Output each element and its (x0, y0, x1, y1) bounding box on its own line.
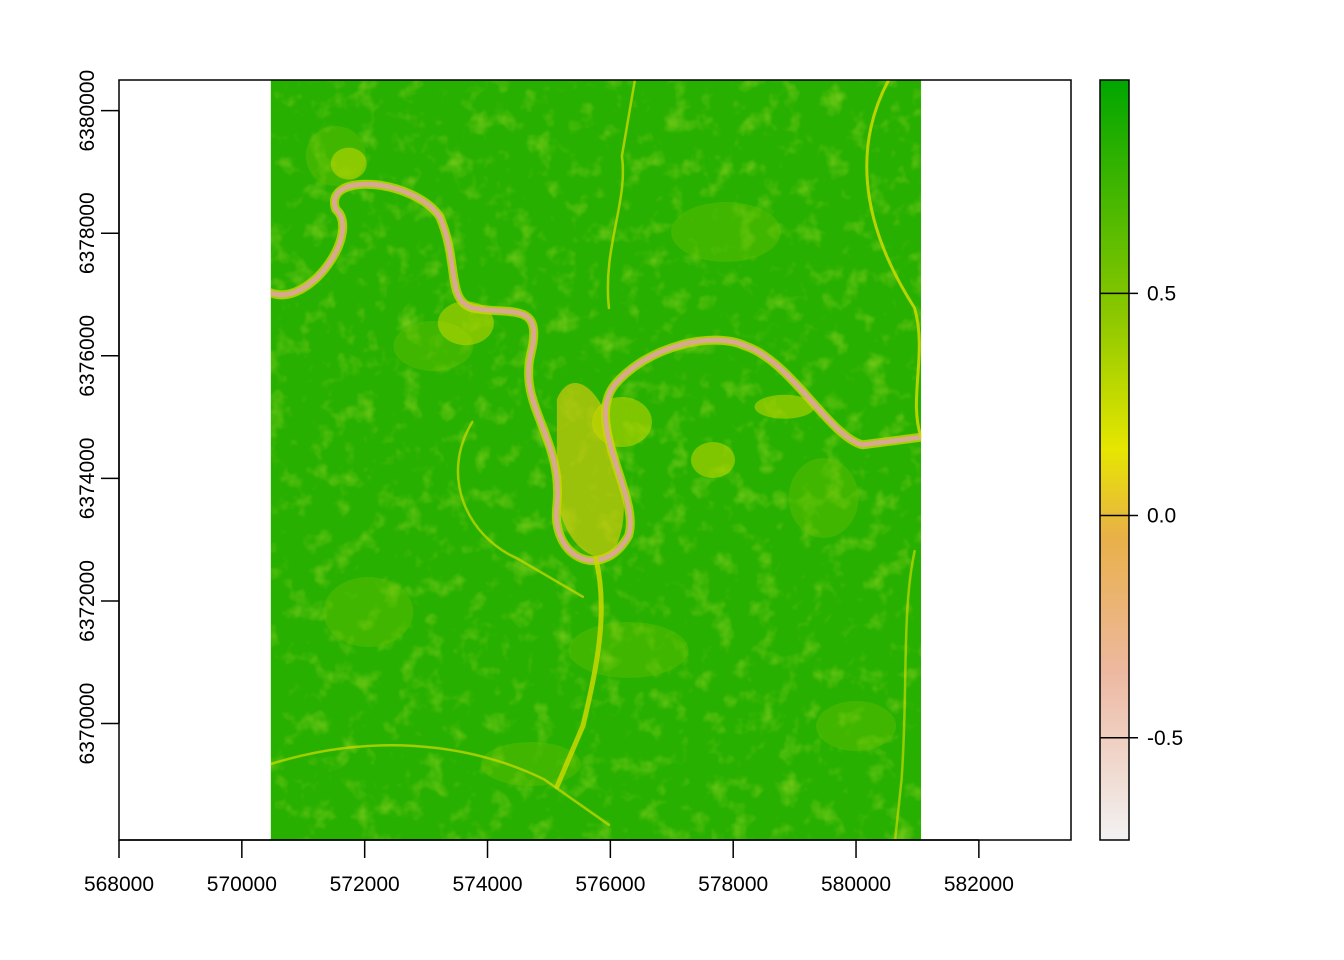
y-tick-label: 6372000 (76, 560, 99, 642)
legend-color-bar (1099, 79, 1130, 841)
vegetation-patch (480, 742, 581, 786)
stream (554, 556, 604, 790)
y-tick-label: 6374000 (76, 438, 99, 520)
vegetation-patch (816, 701, 897, 751)
vegetation-patch (788, 458, 859, 538)
x-tick-label: 574000 (452, 873, 522, 896)
highway (893, 549, 916, 840)
vegetation-patch (323, 577, 414, 647)
x-tick-label: 578000 (698, 873, 768, 896)
stream (606, 80, 637, 310)
stream (270, 743, 611, 827)
urban-area (330, 147, 367, 180)
x-tick-label: 576000 (575, 873, 645, 896)
vegetation-patch (568, 622, 689, 678)
x-tick-label: 582000 (944, 873, 1014, 896)
stream (456, 420, 585, 599)
x-tick-label: 570000 (207, 873, 277, 896)
legend-tick-label: 0.0 (1147, 505, 1176, 528)
y-tick-label: 6378000 (76, 192, 99, 274)
y-tick-label: 6370000 (76, 683, 99, 765)
urban-area (591, 397, 652, 447)
urban-area (690, 442, 735, 478)
highway (865, 80, 922, 439)
vegetation-patch (671, 202, 782, 262)
y-tick-label: 6380000 (76, 70, 99, 152)
y-tick-label: 6376000 (76, 315, 99, 397)
raster-layer (270, 80, 922, 840)
color-legend: 0.5 0.0 -0.5 (1099, 79, 1183, 841)
x-tick-label: 580000 (821, 873, 891, 896)
x-tick-label: 572000 (330, 873, 400, 896)
x-axis: 568000 570000 572000 574000 576000 578000 5800… (84, 839, 1014, 896)
river (270, 181, 922, 563)
legend-tick-label: 0.5 (1147, 282, 1176, 305)
urban-area (754, 394, 815, 419)
legend-tick-label: -0.5 (1147, 727, 1183, 750)
y-axis: 6370000 6372000 6374000 6376000 6378000 63800… (76, 70, 120, 765)
x-tick-label: 568000 (84, 873, 154, 896)
